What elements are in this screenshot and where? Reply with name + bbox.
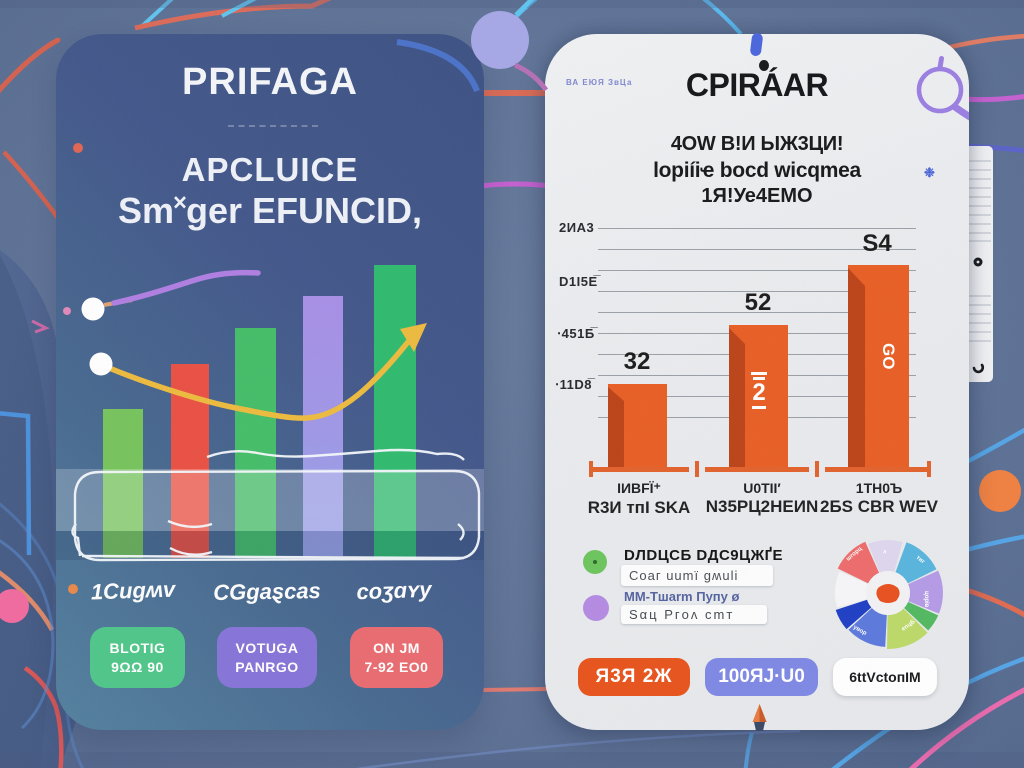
svg-text:цорів: цорів	[923, 591, 929, 608]
